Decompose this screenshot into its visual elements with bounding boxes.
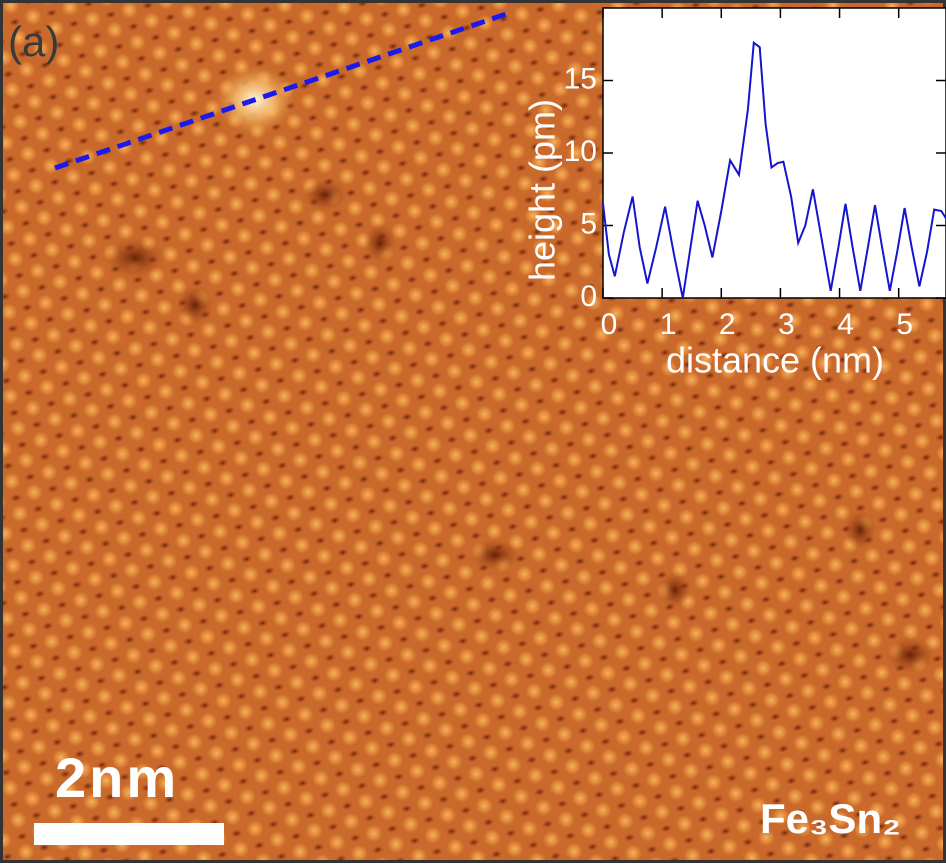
y-tick-label: 0 [580,280,597,313]
x-axis-label: distance (nm) [666,340,884,381]
y-axis-label: height (pm) [522,99,563,281]
y-tick-label: 15 [564,62,597,95]
panel-label: (a) [8,18,59,65]
x-tick-label: 0 [601,308,618,341]
scale-bar [34,823,224,845]
x-tick-label: 1 [660,308,677,341]
x-tick-label: 4 [837,308,854,341]
material-label: Fe₃Sn₂ [760,795,901,842]
figure: (a) 2nm Fe₃Sn₂ 0 5 10 15 0 1 2 3 4 5 distance (nm)… [0,0,946,863]
y-tick-label: 10 [564,135,597,168]
scale-bar-label: 2nm [55,746,179,809]
x-tick-label: 5 [896,308,913,341]
x-tick-label: 3 [778,308,795,341]
x-tick-label: 2 [719,308,736,341]
y-tick-label: 5 [580,207,597,240]
